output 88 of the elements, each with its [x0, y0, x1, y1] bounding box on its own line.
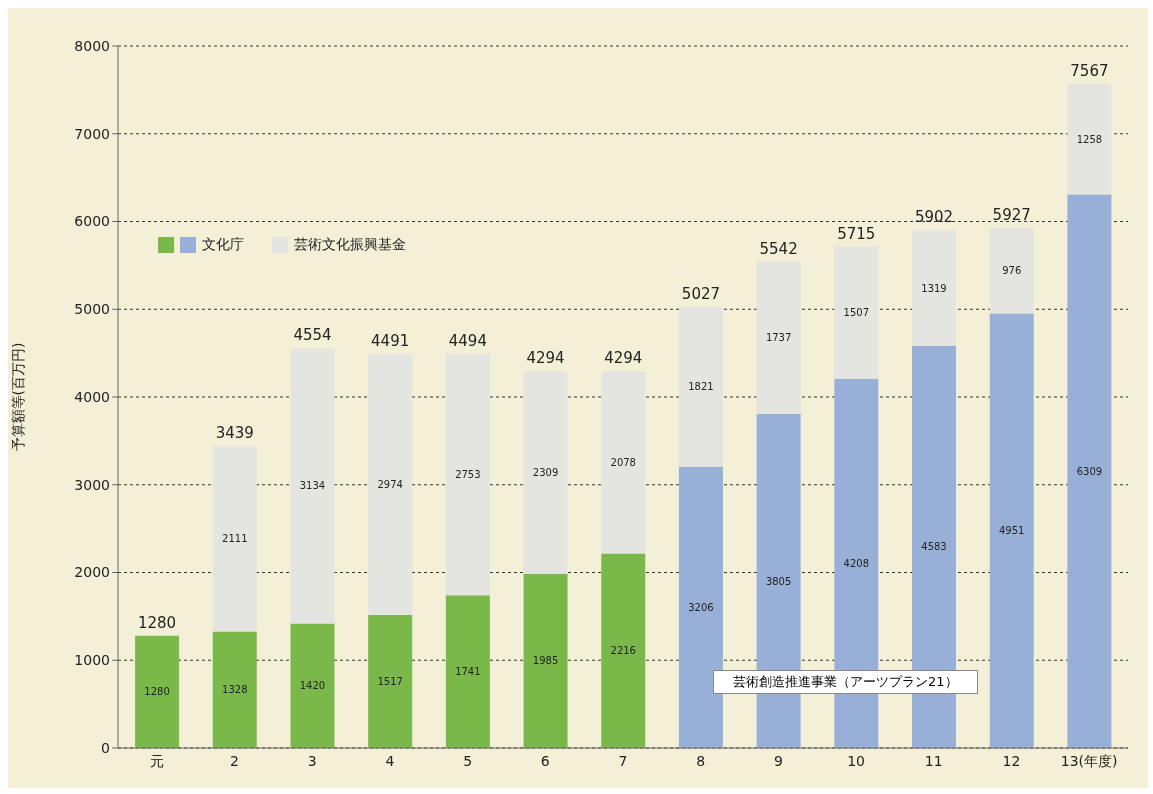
- bar: [523, 573, 568, 748]
- y-tick-label: 1000: [74, 652, 110, 669]
- data-label: 1319: [921, 282, 947, 294]
- x-tick-label: 5: [463, 752, 473, 769]
- bar: [756, 261, 801, 415]
- bar: [834, 246, 879, 379]
- data-label: 1741: [455, 666, 481, 678]
- x-tick-label: 8: [696, 752, 706, 769]
- data-label: 1507: [843, 307, 870, 319]
- annotation: 芸術創造推進事業（アーツプラン21）: [733, 674, 958, 689]
- y-axis-title: 予算額等(百万円): [9, 342, 26, 452]
- data-label: 2753: [455, 468, 481, 480]
- bar: [368, 353, 413, 615]
- x-tick-label: 10: [847, 752, 865, 769]
- total-label: 3439: [215, 424, 254, 443]
- x-tick-label: 6: [540, 752, 550, 769]
- total-label: 4294: [526, 349, 565, 368]
- bar: [212, 446, 257, 632]
- data-label: 2309: [532, 467, 559, 479]
- data-label: 1737: [765, 332, 792, 344]
- data-label: 3805: [765, 575, 792, 587]
- y-tick-label: 6000: [74, 213, 110, 230]
- data-label: 1258: [1076, 133, 1103, 145]
- data-label: 1420: [299, 680, 326, 692]
- data-label: 2974: [377, 478, 403, 490]
- x-tick-label: 13(年度): [1060, 752, 1118, 769]
- data-label: 6309: [1076, 465, 1103, 477]
- data-label: 4208: [843, 557, 870, 569]
- total-label: 5902: [914, 208, 954, 227]
- bar: [989, 313, 1034, 748]
- total-label: 5927: [992, 205, 1031, 224]
- y-tick-label: 8000: [74, 37, 110, 54]
- total-label: 4494: [448, 331, 487, 350]
- bar: [678, 466, 723, 748]
- y-tick-label: 2000: [74, 564, 110, 581]
- bar: [1067, 84, 1112, 195]
- bar: [912, 230, 957, 346]
- data-label: 3134: [299, 480, 326, 492]
- bar: [368, 614, 413, 748]
- bar: [989, 227, 1034, 314]
- data-label: 1985: [532, 655, 559, 667]
- data-label: 2216: [610, 645, 636, 657]
- bar: [834, 378, 879, 748]
- bar: [445, 595, 490, 748]
- x-tick-label: 元: [149, 752, 164, 769]
- x-tick-label: 3: [307, 752, 317, 769]
- data-label: 4583: [921, 541, 947, 553]
- data-label: 4951: [998, 525, 1025, 537]
- y-tick-label: 5000: [74, 301, 110, 318]
- x-tick-label: 11: [924, 752, 943, 769]
- data-label: 1280: [144, 686, 170, 698]
- data-label: 2078: [610, 456, 636, 468]
- x-tick-label: 12: [1002, 752, 1021, 769]
- total-label: 7567: [1070, 62, 1109, 80]
- data-label: 976: [1002, 265, 1022, 277]
- x-tick-label: 7: [618, 752, 628, 769]
- bar: [912, 345, 957, 748]
- y-tick-label: 7000: [74, 125, 110, 142]
- bar: [135, 635, 180, 748]
- data-label: 1328: [222, 684, 248, 696]
- bar: [290, 348, 335, 624]
- total-label: 4554: [293, 326, 332, 345]
- bar: [601, 371, 646, 554]
- legend-label: 文化庁: [202, 236, 244, 254]
- bar: [290, 623, 335, 748]
- data-label: 1517: [377, 675, 403, 687]
- total-label: 4491: [371, 331, 410, 350]
- total-label: 1280: [138, 613, 177, 632]
- x-tick-label: 2: [230, 752, 239, 769]
- total-label: 4294: [604, 349, 643, 368]
- x-tick-label: 4: [385, 752, 395, 769]
- x-tick-label: 9: [773, 752, 783, 769]
- bar: [212, 631, 257, 748]
- bar: [601, 553, 646, 748]
- total-label: 5027: [681, 284, 721, 303]
- y-tick-label: 0: [101, 739, 110, 756]
- bar: [678, 306, 723, 467]
- y-tick-label: 3000: [74, 476, 110, 493]
- total-label: 5542: [759, 239, 798, 258]
- total-label: 5715: [837, 224, 876, 243]
- bar: [523, 371, 568, 574]
- y-tick-label: 4000: [74, 388, 110, 405]
- legend-label: 芸術文化振興基金: [294, 236, 406, 254]
- data-label: 2111: [222, 533, 248, 545]
- bar: [445, 353, 490, 596]
- bar: [1067, 194, 1112, 748]
- data-label: 3206: [688, 601, 714, 613]
- data-label: 1821: [688, 381, 714, 393]
